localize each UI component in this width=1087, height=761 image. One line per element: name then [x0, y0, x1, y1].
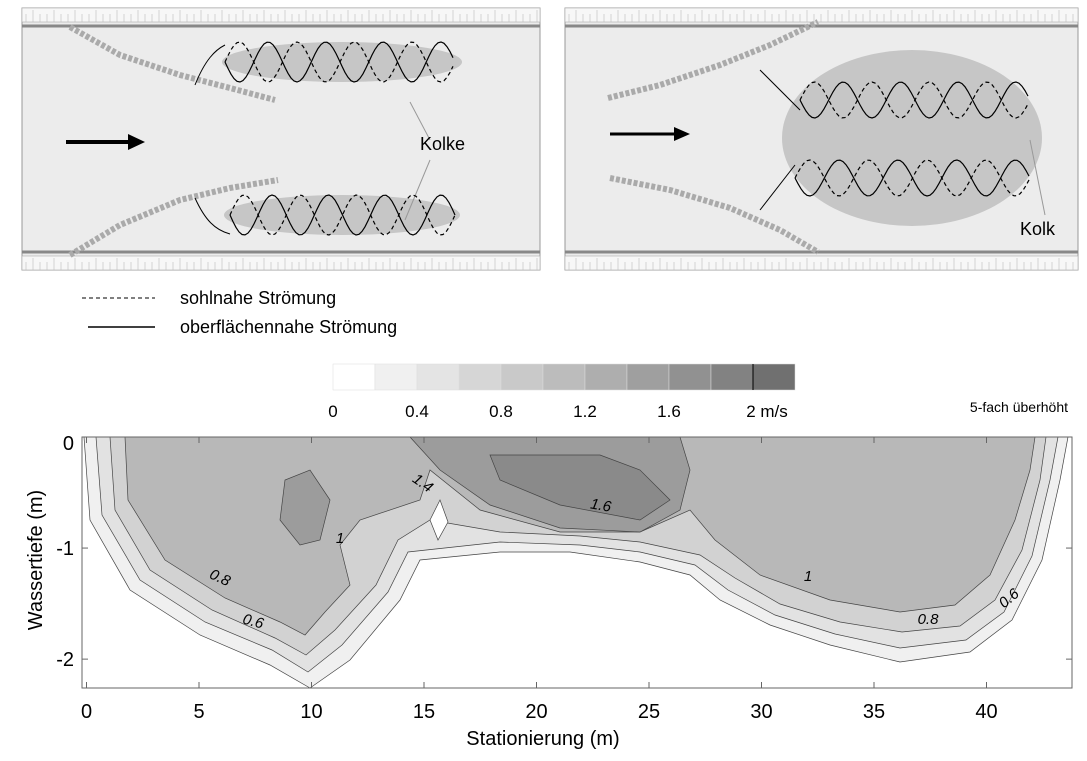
y-tick-label: -1 — [56, 538, 74, 560]
diagram-label: Kolk — [1020, 219, 1056, 239]
colorbar-tick-label: 2 m/s — [746, 402, 788, 421]
colorbar-box — [585, 364, 627, 390]
x-tick-label: 0 — [81, 701, 92, 723]
x-tick-label: 15 — [413, 701, 435, 723]
figure: Kolke Kolk sohlnahe Strömung oberflächen… — [0, 0, 1087, 756]
x-tick-label: 35 — [863, 701, 885, 723]
contour-label: 1 — [336, 530, 344, 547]
legend-label: oberflächennahe Strömung — [180, 317, 397, 337]
legend-label: sohlnahe Strömung — [180, 288, 336, 308]
colorbar-tick-label: 1.6 — [657, 402, 681, 421]
colorbar-tick-label: 0.4 — [405, 402, 429, 421]
colorbar-tick-label: 0 — [328, 402, 337, 421]
colorbar-box — [417, 364, 459, 390]
x-axis-label: Stationierung (m) — [466, 728, 619, 750]
colorbar-tick-label: 1.2 — [573, 402, 597, 421]
colorbar-box — [711, 364, 753, 390]
y-tick-label: -2 — [56, 649, 74, 671]
colorbar-box — [627, 364, 669, 390]
diagram-label: Kolke — [420, 134, 465, 154]
contour-label: 1 — [804, 568, 812, 585]
contour-field — [84, 437, 1068, 688]
colorbar-box — [753, 364, 795, 390]
colorbar-box — [501, 364, 543, 390]
colorbar-box — [459, 364, 501, 390]
y-tick-label: 0 — [63, 433, 74, 455]
y-axis-label: Wassertiefe (m) — [25, 490, 47, 630]
colorbar-box — [375, 364, 417, 390]
x-tick-label: 25 — [638, 701, 660, 723]
x-tick-label: 10 — [300, 701, 322, 723]
x-tick-label: 5 — [193, 701, 204, 723]
colorbar-tick-label: 0.8 — [489, 402, 513, 421]
colorbar-box — [333, 364, 375, 390]
x-tick-label: 40 — [975, 701, 997, 723]
diagram-panel: Kolke — [22, 8, 540, 270]
colorbar-box — [669, 364, 711, 390]
colorbar-box — [543, 364, 585, 390]
x-tick-label: 20 — [525, 701, 547, 723]
note: 5-fach überhöht — [970, 399, 1068, 415]
x-tick-label: 30 — [750, 701, 772, 723]
diagram-panel: Kolk — [565, 8, 1078, 270]
contour-label: 0.8 — [918, 611, 940, 628]
